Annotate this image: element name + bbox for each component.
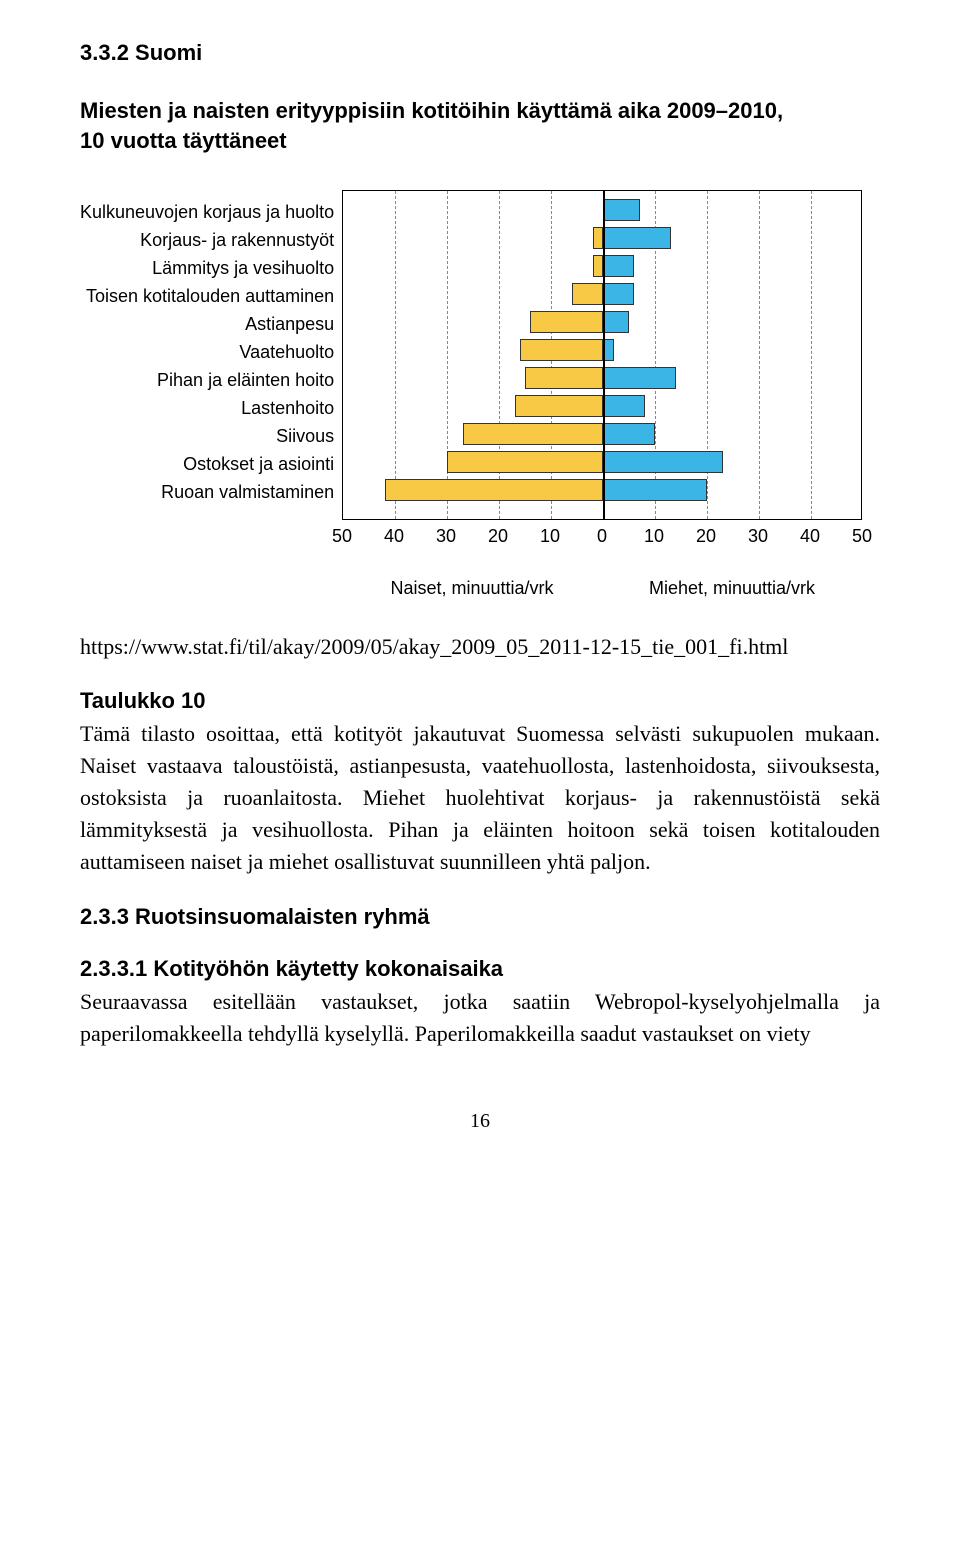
chart-title: Miesten ja naisten erityyppisiin kotitöi… (80, 96, 880, 155)
source-link: https://www.stat.fi/til/akay/2009/05/aka… (80, 634, 880, 660)
chart-y-label: Kulkuneuvojen korjaus ja huolto (80, 198, 334, 226)
chart-y-label: Pihan ja eläinten hoito (80, 366, 334, 394)
chart-bar-right (603, 479, 707, 501)
chart-plot (342, 190, 862, 520)
chart-bar-left (593, 255, 603, 277)
chart-x-tick: 40 (384, 526, 404, 547)
chart-bar-right (603, 283, 634, 305)
chart-bar-right (603, 311, 629, 333)
chart-x-tick: 30 (748, 526, 768, 547)
chart-x-tick: 10 (540, 526, 560, 547)
chart-y-label: Korjaus- ja rakennustyöt (80, 226, 334, 254)
chart-bar-right (603, 227, 671, 249)
chart-y-label: Ostokset ja asiointi (80, 450, 334, 478)
chart-title-line2: 10 vuotta täyttäneet (80, 128, 287, 153)
chart-x-tick: 20 (696, 526, 716, 547)
chart-x-tick: 10 (644, 526, 664, 547)
chart-bar-left (572, 283, 603, 305)
chart-x-tick: 0 (597, 526, 607, 547)
x-title-right: Miehet, minuuttia/vrk (602, 578, 862, 599)
chart-bar-right (603, 451, 723, 473)
chart-x-tick: 50 (852, 526, 872, 547)
chart-zero-line (603, 191, 605, 519)
chart-y-labels: Kulkuneuvojen korjaus ja huoltoKorjaus- … (80, 190, 342, 520)
chart-bar-left (520, 339, 603, 361)
chart-y-label: Toisen kotitalouden auttaminen (80, 282, 334, 310)
chart-bar-right (603, 199, 639, 221)
chart-grid-line (395, 191, 396, 519)
chart-bar-left (385, 479, 603, 501)
x-title-left: Naiset, minuuttia/vrk (342, 578, 602, 599)
chart-title-line1: Miesten ja naisten erityyppisiin kotitöi… (80, 98, 783, 123)
chart-bar-left (463, 423, 603, 445)
chart-x-tick: 50 (332, 526, 352, 547)
chart-bar-left (530, 311, 603, 333)
chart-bar-left (525, 367, 603, 389)
body-para-2: Seuraavassa esitellään vastaukset, jotka… (80, 986, 880, 1050)
chart-container: Kulkuneuvojen korjaus ja huoltoKorjaus- … (80, 190, 880, 599)
chart-bar-right (603, 395, 645, 417)
chart-bar-right (603, 423, 655, 445)
page-number: 16 (80, 1110, 880, 1133)
chart-x-tick: 40 (800, 526, 820, 547)
chart-grid-line (811, 191, 812, 519)
chart-y-label: Lämmitys ja vesihuolto (80, 254, 334, 282)
chart-x-ticks: 504030201001020304050 (342, 526, 862, 550)
chart-bar-right (603, 255, 634, 277)
heading-332: 3.3.2 Suomi (80, 40, 880, 66)
chart-y-label: Astianpesu (80, 310, 334, 338)
chart-y-label: Ruoan valmistaminen (80, 478, 334, 506)
body-para-1: Tämä tilasto osoittaa, että kotityöt jak… (80, 718, 880, 877)
chart-bar-right (603, 367, 676, 389)
heading-2331: 2.3.3.1 Kotityöhön käytetty kokonaisaika (80, 956, 880, 982)
heading-233: 2.3.3 Ruotsinsuomalaisten ryhmä (80, 904, 880, 930)
chart-y-label: Siivous (80, 422, 334, 450)
chart-bar-left (447, 451, 603, 473)
chart-x-tick: 30 (436, 526, 456, 547)
chart-y-label: Vaatehuolto (80, 338, 334, 366)
chart-bar-left (515, 395, 603, 417)
chart-x-tick: 20 (488, 526, 508, 547)
chart-grid-line (759, 191, 760, 519)
chart-bar-left (593, 227, 603, 249)
chart-y-label: Lastenhoito (80, 394, 334, 422)
table-10-heading: Taulukko 10 (80, 688, 880, 714)
